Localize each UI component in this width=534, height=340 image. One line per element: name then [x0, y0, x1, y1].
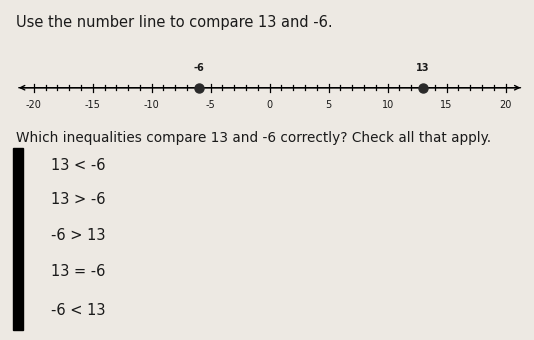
- Text: 13 > -6: 13 > -6: [51, 192, 105, 207]
- Text: Use the number line to compare 13 and -6.: Use the number line to compare 13 and -6…: [16, 15, 333, 30]
- Text: 13: 13: [417, 63, 430, 73]
- Text: 0: 0: [266, 100, 273, 110]
- Text: -6: -6: [193, 63, 205, 73]
- Text: Which inequalities compare 13 and -6 correctly? Check all that apply.: Which inequalities compare 13 and -6 cor…: [16, 131, 491, 145]
- Text: -10: -10: [144, 100, 160, 110]
- Text: -15: -15: [85, 100, 100, 110]
- Text: -5: -5: [206, 100, 216, 110]
- Text: -20: -20: [26, 100, 42, 110]
- Text: 5: 5: [326, 100, 332, 110]
- Text: 10: 10: [381, 100, 394, 110]
- Text: 15: 15: [441, 100, 453, 110]
- Text: 13 = -6: 13 = -6: [51, 264, 105, 278]
- Text: -6 < 13: -6 < 13: [51, 303, 105, 318]
- Text: -6 > 13: -6 > 13: [51, 228, 105, 243]
- Text: 13 < -6: 13 < -6: [51, 158, 105, 173]
- Text: 20: 20: [499, 100, 512, 110]
